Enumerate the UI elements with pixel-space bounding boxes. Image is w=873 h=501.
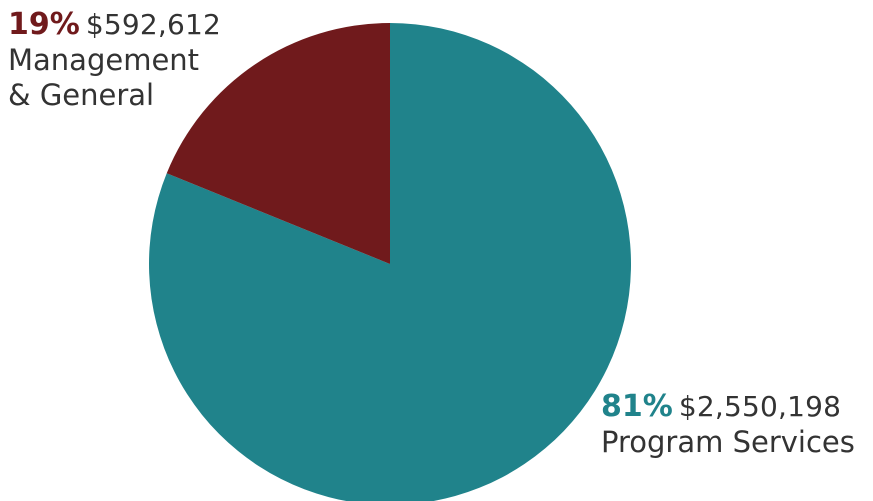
category-label-program-services: Program Services <box>601 425 855 460</box>
slice-label-management-general: 19% $592,612 Management & General <box>8 7 253 113</box>
amount-label-management-general: $592,612 <box>85 8 222 41</box>
percent-label-management-general: 19% <box>8 7 80 42</box>
pie-slice-program-services <box>149 23 631 501</box>
slice-label-program-services: 81% $2,550,198 Program Services <box>601 389 871 460</box>
percent-label-program-services: 81% <box>601 389 673 424</box>
category-label-management-line-2: & General <box>8 78 155 113</box>
amount-label-program-services: $2,550,198 <box>678 390 842 423</box>
pie-slice-management-general <box>166 23 390 264</box>
category-label-management-line-1: Management <box>8 43 200 78</box>
